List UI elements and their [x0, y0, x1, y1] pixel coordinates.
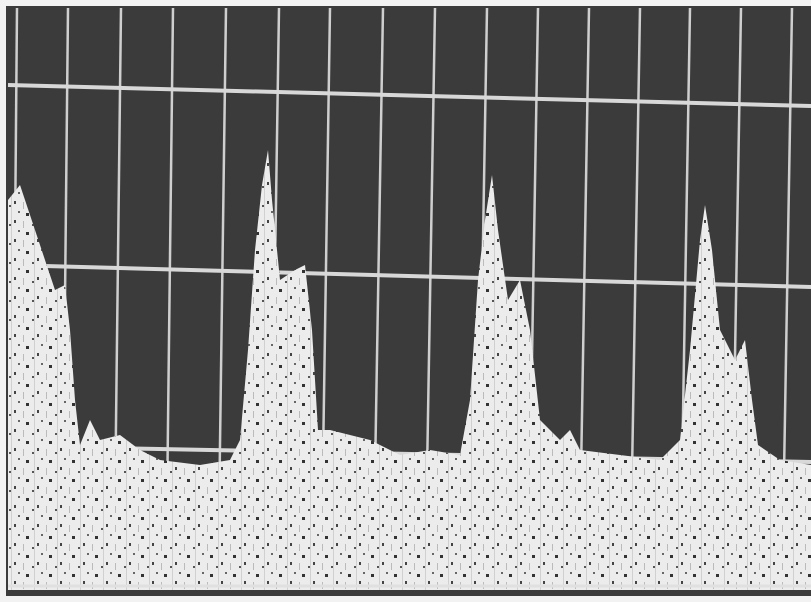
left-edge — [0, 0, 6, 602]
top-edge — [0, 0, 811, 6]
page — [0, 0, 811, 602]
oscilloscope-photo — [0, 0, 811, 602]
bottom-edge — [0, 596, 811, 602]
